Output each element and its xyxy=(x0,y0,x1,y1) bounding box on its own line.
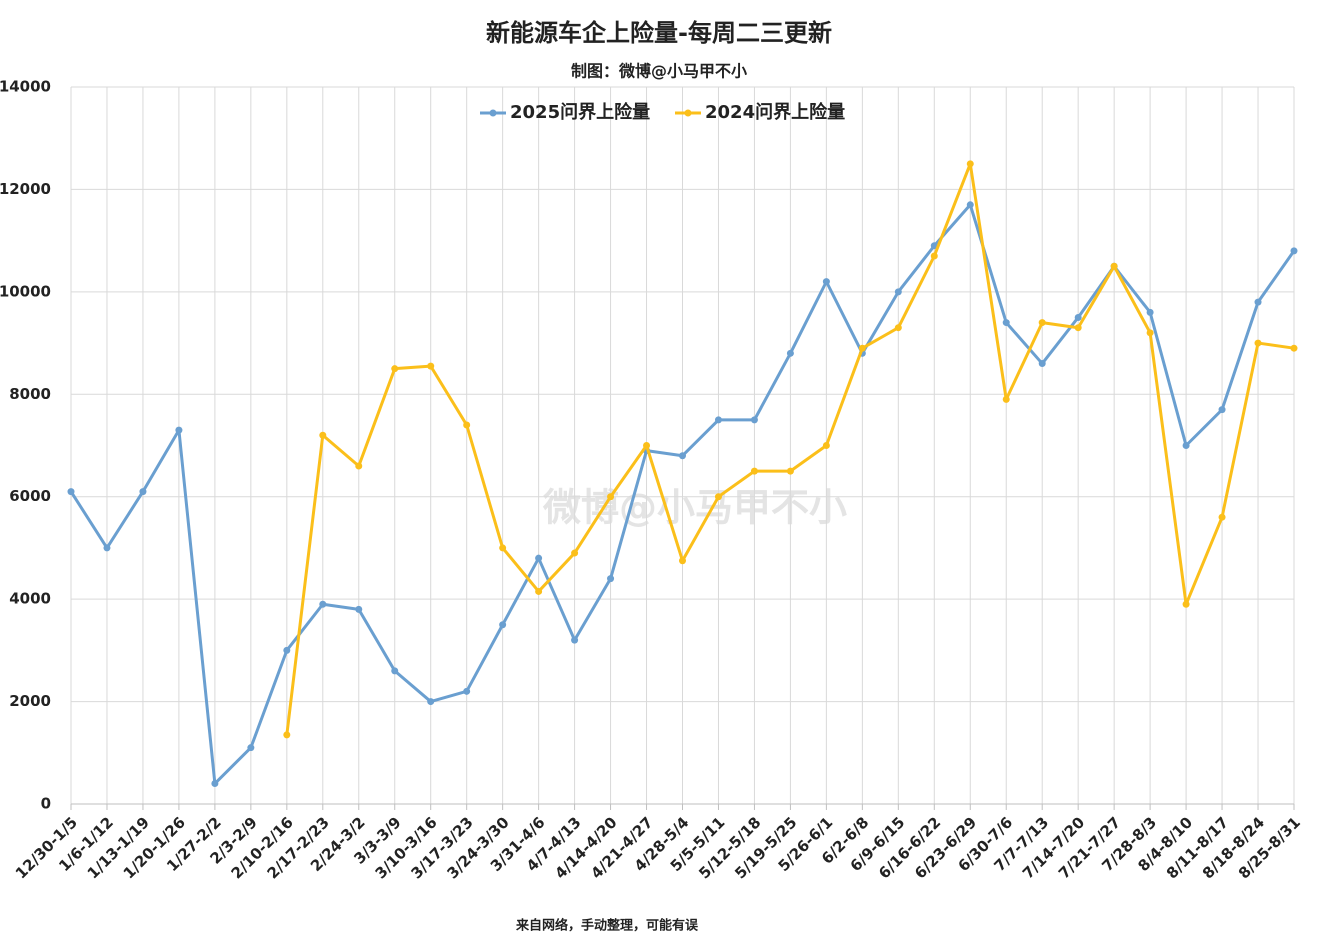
data-point xyxy=(1146,308,1154,316)
data-point xyxy=(391,667,399,675)
data-point xyxy=(67,488,75,496)
data-point xyxy=(858,344,866,352)
data-point xyxy=(427,698,435,706)
data-point xyxy=(1182,442,1190,449)
data-point xyxy=(750,416,758,424)
data-point xyxy=(679,452,686,460)
data-point xyxy=(822,442,830,449)
data-point xyxy=(1038,360,1046,368)
data-point xyxy=(103,544,111,552)
data-point xyxy=(1218,406,1226,414)
data-point xyxy=(427,362,435,370)
data-point xyxy=(966,160,974,168)
data-point xyxy=(750,467,758,475)
y-tick-label: 14000 xyxy=(0,78,51,96)
data-point xyxy=(1146,329,1154,337)
y-tick-label: 6000 xyxy=(9,487,51,505)
data-point xyxy=(607,575,615,583)
chart-subtitle: 制图：微博@小马甲不小 xyxy=(571,62,747,81)
data-point xyxy=(822,278,830,286)
data-point xyxy=(1038,319,1046,327)
data-point xyxy=(894,324,902,332)
data-point xyxy=(319,431,327,439)
y-tick-label: 0 xyxy=(41,795,51,813)
data-point xyxy=(247,744,255,752)
data-point xyxy=(1002,319,1010,327)
data-point xyxy=(1002,395,1010,403)
data-point xyxy=(211,780,219,788)
data-point xyxy=(571,549,579,557)
y-tick-label: 4000 xyxy=(9,590,51,608)
data-point xyxy=(463,687,471,695)
data-point xyxy=(1110,262,1118,270)
legend-label: 2025问界上险量 xyxy=(510,101,650,123)
data-point xyxy=(1254,339,1262,347)
data-point xyxy=(1290,344,1298,352)
y-tick-label: 2000 xyxy=(9,692,51,710)
data-point xyxy=(355,462,363,470)
legend-label: 2024问界上险量 xyxy=(705,101,845,123)
data-point xyxy=(463,421,471,429)
y-tick-label: 8000 xyxy=(9,385,51,403)
data-point xyxy=(355,605,363,613)
chart-title: 新能源车企上险量-每周二三更新 xyxy=(486,19,832,47)
data-point xyxy=(1074,313,1082,321)
data-point xyxy=(679,557,686,565)
data-point xyxy=(894,288,902,296)
data-point xyxy=(1290,247,1298,255)
data-point xyxy=(607,493,615,501)
data-point xyxy=(786,467,794,475)
data-point xyxy=(535,587,543,595)
data-point xyxy=(535,554,543,562)
data-point xyxy=(1074,324,1082,332)
data-point xyxy=(643,442,651,449)
data-point xyxy=(714,493,722,501)
watermark: 微博@小马甲不小 xyxy=(542,486,847,530)
data-point xyxy=(930,252,938,260)
data-point xyxy=(499,621,507,629)
data-point xyxy=(571,636,579,644)
y-tick-label: 12000 xyxy=(0,180,51,198)
data-point xyxy=(499,544,507,552)
data-point xyxy=(786,349,794,357)
legend-marker xyxy=(684,109,692,117)
data-point xyxy=(714,416,722,424)
footer-note: 来自网络，手动整理，可能有误 xyxy=(515,918,699,934)
data-point xyxy=(283,731,291,739)
data-point xyxy=(391,365,399,373)
data-point xyxy=(319,600,327,608)
data-point xyxy=(1254,298,1262,306)
data-point xyxy=(283,646,291,654)
data-point xyxy=(175,426,183,434)
data-point xyxy=(1218,513,1226,521)
data-point xyxy=(966,201,974,209)
data-point xyxy=(1182,600,1190,608)
legend-marker xyxy=(489,109,497,117)
data-point xyxy=(139,488,147,496)
y-tick-label: 10000 xyxy=(0,282,51,300)
